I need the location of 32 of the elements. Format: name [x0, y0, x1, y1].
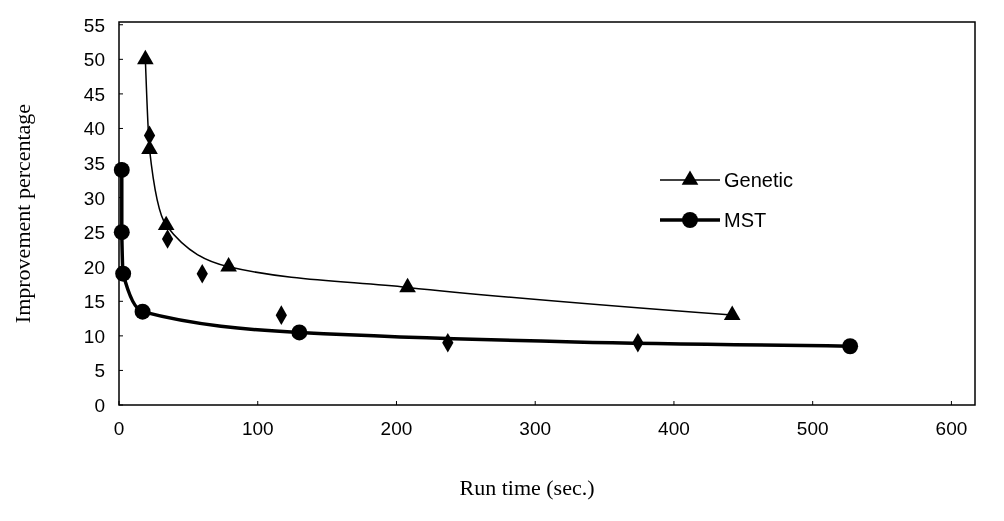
x-tick-label: 100 — [241, 418, 274, 439]
x-tick-label: 0 — [113, 418, 125, 439]
y-tick-label: 55 — [83, 14, 105, 36]
point — [137, 49, 154, 65]
point — [842, 338, 859, 355]
x-tick-label: 600 — [935, 418, 968, 439]
x-tick-label: 400 — [658, 418, 690, 439]
y-tick-label: 50 — [83, 49, 105, 71]
y-tick-label: 5 — [94, 360, 105, 382]
y-tick-label: 30 — [83, 187, 105, 209]
x-tick-label: 300 — [519, 418, 552, 439]
y-axis-title: Improvement percentage — [10, 103, 35, 324]
point — [134, 303, 151, 320]
x-axis-title: Run time (sec.) — [459, 475, 595, 500]
y-tick-label: 25 — [83, 222, 105, 244]
y-tick-label: 20 — [83, 256, 105, 278]
y-tick-label: 10 — [83, 325, 105, 347]
y-tick-label: 15 — [83, 291, 105, 313]
point — [157, 215, 175, 231]
y-tick-label: 35 — [83, 153, 105, 175]
y-tick-label: 40 — [83, 118, 105, 140]
legend-label: Genetic — [724, 169, 793, 191]
y-tick-label: 45 — [83, 83, 105, 105]
point — [113, 161, 130, 178]
legend-label: MST — [724, 209, 767, 231]
point — [113, 224, 130, 241]
point — [220, 257, 237, 272]
point — [115, 265, 132, 282]
y-tick-label: 0 — [94, 395, 105, 416]
x-tick-label: 200 — [380, 418, 413, 439]
x-tick-label: 500 — [796, 418, 829, 439]
point — [291, 324, 308, 341]
